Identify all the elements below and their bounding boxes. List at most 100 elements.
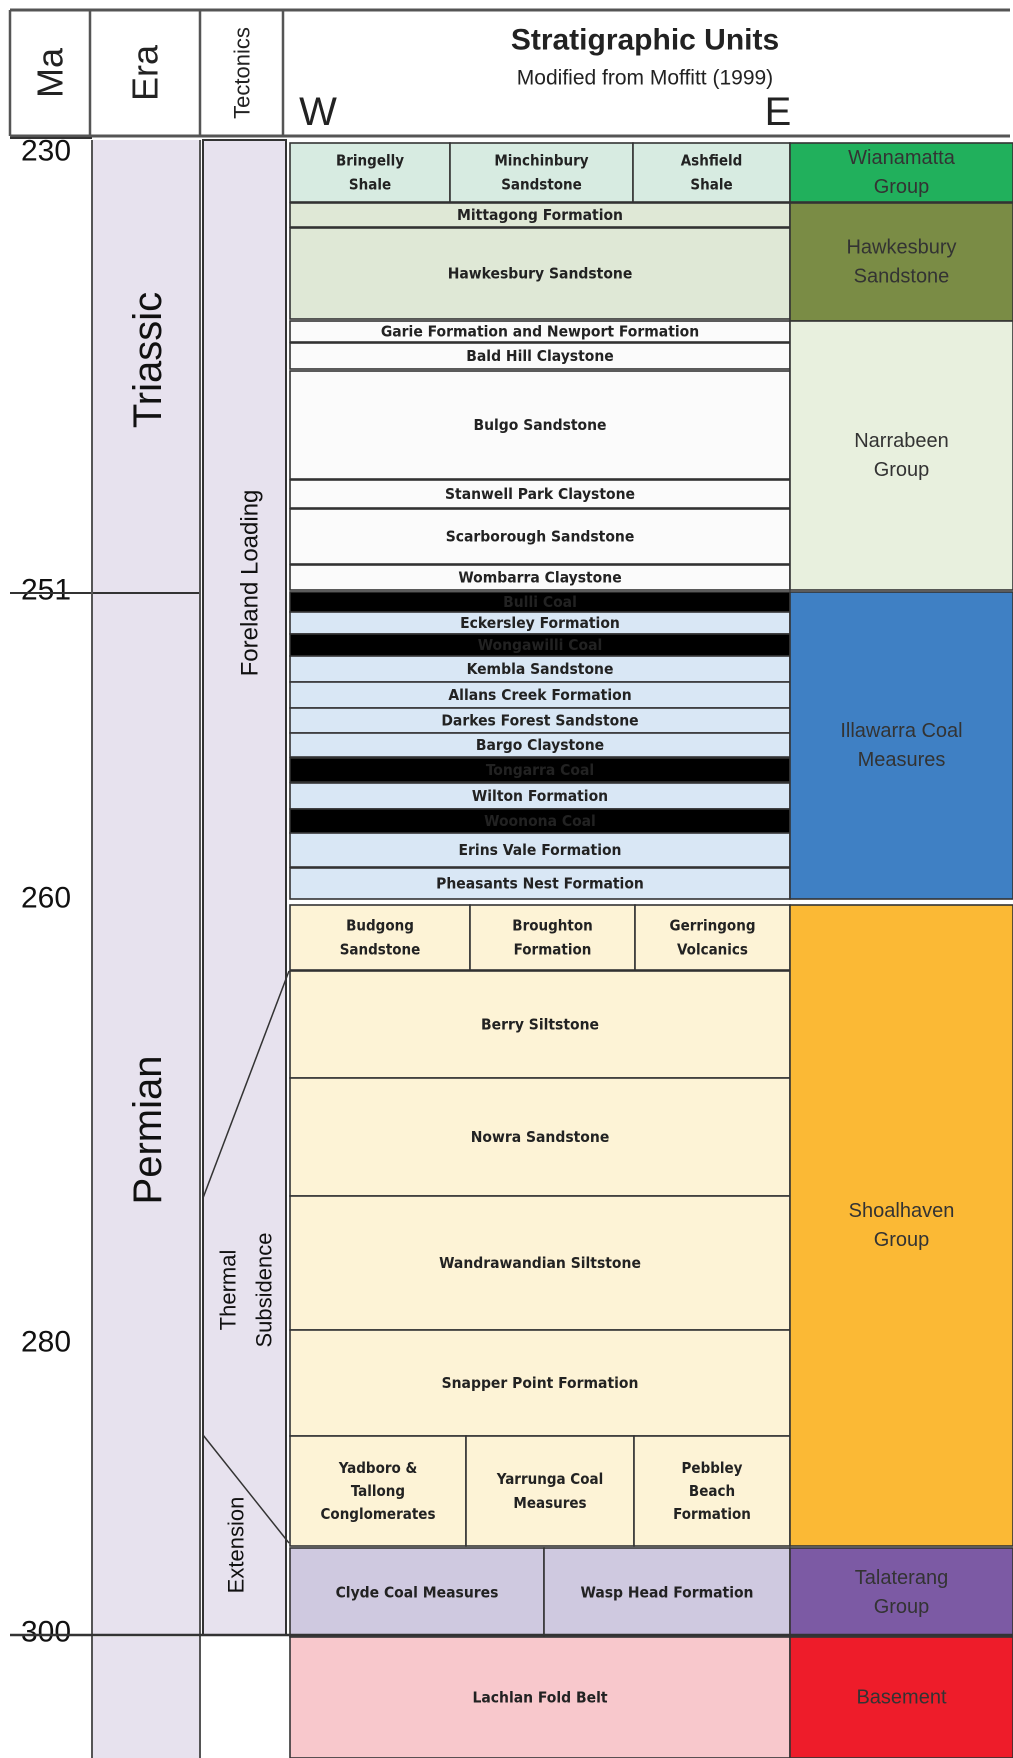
unit-label-line: Lachlan Fold Belt: [472, 1689, 607, 1707]
basement-era-cell: [92, 1637, 200, 1758]
unit-label-line: Gerringong: [670, 917, 756, 935]
unit-block: [289, 508, 791, 565]
group-label-line: Talaterang: [855, 1567, 948, 1589]
unit-label-line: Berry Siltstone: [481, 1016, 599, 1034]
tectonic-subsidence: Subsidence: [252, 1233, 277, 1348]
unit-label-line: Volcanics: [677, 941, 748, 959]
unit-label-line: Yadboro &: [338, 1459, 418, 1477]
unit-label-line: Tallong: [351, 1482, 405, 1500]
unit-label-line: Snapper Point Formation: [442, 1374, 639, 1392]
unit-label-line: Allans Creek Formation: [448, 686, 631, 704]
header-east: E: [765, 90, 792, 134]
unit-block: [465, 1435, 635, 1547]
unit-block: [289, 707, 791, 734]
unit-label-line: Shale: [349, 176, 391, 194]
unit-block: [289, 681, 791, 709]
unit-label-line: Sandstone: [501, 176, 582, 194]
unit-label-line: Darkes Forest Sandstone: [441, 712, 638, 730]
group-block: [789, 142, 1013, 203]
unit-label-line: Bulli Coal: [503, 593, 577, 611]
header-ma: Ma: [30, 47, 71, 98]
group-label-line: Group: [874, 176, 930, 198]
unit-label-line: Formation: [514, 941, 592, 959]
unit-block: [289, 904, 471, 971]
unit-label-line: Pheasants Nest Formation: [436, 875, 644, 893]
group-label-line: Wianamatta: [848, 147, 956, 169]
unit-label-line: Wilton Formation: [472, 787, 608, 805]
unit-block: [289, 832, 791, 868]
age-label-300: 300: [21, 1616, 71, 1649]
unit-label-line: Wombarra Claystone: [458, 569, 621, 587]
unit-block: [289, 370, 791, 480]
age-label-280: 280: [21, 1326, 71, 1359]
unit-block: [449, 142, 634, 203]
unit-label-line: Nowra Sandstone: [471, 1128, 610, 1146]
era-permian: Permian: [126, 1056, 170, 1205]
unit-block: [289, 342, 791, 370]
unit-label-line: Bringelly: [336, 152, 404, 170]
unit-block: [289, 142, 451, 203]
unit-label-line: Mittagong Formation: [457, 206, 623, 224]
unit-label-line: Tongarra Coal: [486, 761, 594, 779]
tectonics-column: [202, 139, 287, 1636]
unit-block: [289, 655, 791, 683]
header-subtitle: Modified from Moffitt (1999): [517, 67, 773, 90]
unit-label-line: Wasp Head Formation: [580, 1584, 753, 1602]
unit-label-line: Hawkesbury Sandstone: [448, 265, 633, 283]
unit-label-line: Scarborough Sandstone: [446, 528, 635, 546]
unit-label-line: Clyde Coal Measures: [336, 1584, 499, 1602]
group-block: [789, 1636, 1013, 1758]
group-label-line: Group: [874, 1596, 930, 1618]
group-label-line: Hawkesbury: [846, 237, 956, 259]
unit-label-line: Formation: [673, 1505, 751, 1523]
unit-label-line: Sandstone: [340, 941, 421, 959]
unit-label-line: Ashfield: [681, 152, 743, 170]
era-column: [92, 140, 200, 1635]
era-triassic: Triassic: [126, 292, 170, 428]
group-label-line: Illawarra Coal: [840, 720, 962, 742]
unit-block: [289, 808, 791, 834]
header-west: W: [299, 90, 337, 134]
unit-label-line: Measures: [513, 1494, 586, 1512]
unit-label-line: Eckersley Formation: [460, 614, 620, 632]
unit-block: [289, 479, 791, 509]
tectonic-boundary-line: [202, 1434, 290, 1544]
tectonic-foreland-loading: Foreland Loading: [237, 490, 264, 677]
age-label-251: 251: [21, 574, 71, 607]
unit-label-line: Yarrunga Coal: [496, 1470, 603, 1488]
unit-block: [289, 757, 791, 783]
group-block: [789, 202, 1013, 322]
age-label-260: 260: [21, 882, 71, 915]
header-tectonics: Tectonics: [230, 27, 255, 119]
group-label-line: Basement: [856, 1687, 946, 1709]
unit-block: [634, 904, 791, 971]
unit-label-line: Shale: [690, 176, 732, 194]
unit-label-line: Garie Formation and Newport Formation: [381, 323, 699, 341]
unit-label-line: Budgong: [346, 917, 414, 935]
group-block: [789, 1547, 1013, 1638]
unit-block: [289, 1329, 791, 1437]
unit-label-line: Stanwell Park Claystone: [445, 485, 635, 503]
group-label-line: Group: [874, 1229, 930, 1251]
tectonic-boundary-line: [202, 970, 290, 1199]
header-title: Stratigraphic Units: [511, 24, 779, 57]
group-label-line: Group: [874, 459, 930, 481]
unit-block: [289, 970, 791, 1079]
group-label-line: Measures: [858, 749, 946, 771]
unit-label-line: Kembla Sandstone: [467, 660, 614, 678]
group-label-line: Narrabeen: [854, 430, 949, 452]
unit-label-line: Wandrawandian Siltstone: [439, 1254, 641, 1272]
unit-block: [632, 142, 791, 203]
header-era: Era: [125, 44, 166, 101]
unit-label-line: Conglomerates: [321, 1505, 436, 1523]
unit-block: [633, 1435, 791, 1547]
age-label-230: 230: [21, 135, 71, 168]
group-block: [789, 591, 1013, 900]
group-label-line: Sandstone: [854, 266, 950, 288]
unit-label-line: Beach: [689, 1482, 735, 1500]
unit-block: [289, 1636, 791, 1758]
unit-label-line: Bald Hill Claystone: [466, 347, 613, 365]
unit-label-line: Wongawilli Coal: [478, 636, 603, 654]
unit-block: [289, 1435, 467, 1547]
